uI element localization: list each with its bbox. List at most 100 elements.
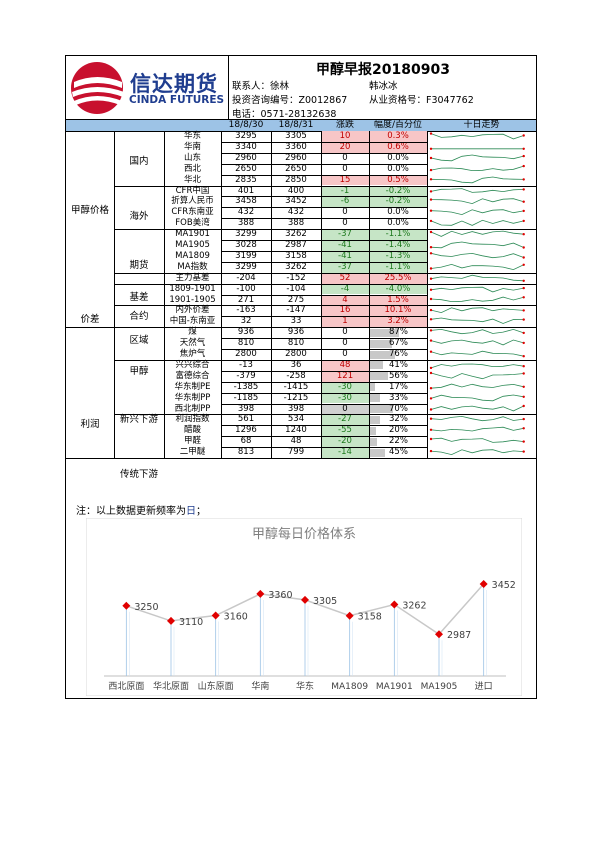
sparkline (429, 132, 525, 140)
cell-v1: 3028 (235, 240, 257, 250)
cell-chg: 15 (321, 174, 369, 186)
grid-line (114, 131, 115, 458)
percentile-bar (369, 361, 384, 370)
grid-line (66, 458, 536, 459)
grid-line (221, 316, 427, 318)
data-point (122, 601, 131, 610)
cell-pct: 1.5% (369, 294, 427, 306)
cell-v2: 2800 (285, 349, 307, 359)
cell-v1: -1185 (233, 392, 259, 403)
data-point (345, 611, 354, 620)
cell-name: 中国-东南亚 (169, 316, 216, 327)
sparkline (429, 416, 525, 422)
cell-chg: -55 (321, 425, 369, 437)
cell-pct: -1.4% (369, 240, 427, 251)
data-point (301, 595, 309, 604)
cell-chg: -30 (321, 381, 369, 393)
cell-v2: 275 (287, 294, 305, 305)
tick-label: 华北原面 (153, 680, 189, 692)
data-point (435, 630, 443, 639)
percentile-bar (369, 383, 375, 392)
grid-line (221, 392, 427, 394)
sparkline (429, 286, 525, 292)
cell-name: 折算人民币 (171, 196, 214, 207)
cell-chg: 121 (321, 370, 369, 382)
logo-area: 信达期货 CINDA FUTURES (66, 56, 229, 119)
data-label: 3305 (313, 596, 337, 607)
cell-pct: 33% (389, 392, 408, 403)
cell-v1: 2650 (235, 163, 257, 174)
cell-name: 西北 (183, 163, 201, 174)
cell-pct: 32% (389, 414, 408, 425)
sparkline (429, 404, 525, 411)
header-change: 涨跌 (335, 120, 354, 130)
grid-line (221, 196, 427, 198)
cell-chg: -41 (321, 240, 369, 251)
cell-name: 富德综合 (175, 370, 210, 381)
cell-v2: -104 (286, 283, 306, 294)
chart-frame (86, 518, 522, 696)
grid-line (221, 240, 427, 241)
cell-chg: 0 (321, 403, 369, 415)
cell-pct: -1.1% (369, 229, 427, 240)
sparkline (429, 363, 525, 369)
cell-pct: 25.5% (369, 272, 427, 284)
sparkline (429, 350, 525, 358)
cell-chg: -1 (321, 185, 369, 197)
cell-v2: 3452 (285, 196, 307, 207)
footnote-suffix: ； (196, 506, 206, 517)
grid-line (221, 283, 427, 285)
cell-chg: 52 (321, 272, 369, 284)
cell-v2: -1215 (283, 392, 309, 403)
license-number-2: 从业资格号：F3047762 (369, 95, 474, 106)
cell-name: 华北 (183, 174, 201, 185)
cell-name: 山东 (183, 152, 201, 163)
cell-v2: -147 (286, 305, 306, 316)
cell-chg: -4 (321, 283, 369, 295)
cell-v1: -163 (236, 305, 256, 316)
cell-v2: -258 (286, 370, 306, 381)
cell-pct: 76% (389, 349, 408, 359)
cell-pct: 0.6% (369, 141, 427, 153)
header-date-1: 18/8/30 (228, 120, 264, 130)
header-percent: 幅度/百分位 (373, 120, 423, 130)
data-point (167, 616, 175, 625)
cell-name: 华南 (183, 141, 201, 152)
footnote: 注：以上数据更新频率为日； (76, 502, 206, 517)
cell-v2: 2650 (285, 163, 307, 174)
percentile-bar (369, 328, 400, 337)
cell-chg: 0 (342, 338, 348, 349)
sparkline (429, 241, 525, 249)
cell-chg: -37 (321, 261, 369, 273)
group-price: 甲醇价格 (70, 205, 109, 216)
cell-v1: 32 (240, 316, 252, 327)
percentile-bar (369, 437, 377, 446)
cell-v1: 3299 (235, 229, 257, 240)
data-point (256, 589, 265, 598)
cell-name: 煤 (188, 327, 197, 338)
logo-text-en: CINDA FUTURES (129, 94, 225, 106)
cell-pct: 3.2% (369, 316, 427, 328)
cell-chg: 10 (321, 131, 369, 142)
cell-v1: 398 (237, 403, 255, 414)
grid-line (221, 425, 427, 427)
cell-pct: -0.2% (369, 196, 427, 208)
grid-line (221, 381, 427, 383)
cell-chg: -14 (321, 447, 369, 458)
percentile-bar (369, 350, 396, 359)
sparkline (429, 164, 525, 171)
sparkline (429, 449, 525, 456)
cell-chg: -41 (321, 250, 369, 262)
cell-name: CFR东南亚 (171, 207, 214, 218)
sparkline (429, 154, 525, 162)
report-title: 甲醇早报20180903 (316, 62, 450, 78)
sparkline (429, 437, 525, 443)
cell-v1: 813 (237, 447, 255, 458)
grid-line (221, 294, 427, 296)
cell-chg: 0 (342, 349, 348, 359)
cell-pct: 41% (389, 359, 408, 370)
grid-line (221, 250, 427, 252)
cell-v2: 1240 (285, 425, 307, 436)
cell-chg: 0 (342, 163, 348, 174)
cell-v2: 3158 (285, 250, 307, 261)
